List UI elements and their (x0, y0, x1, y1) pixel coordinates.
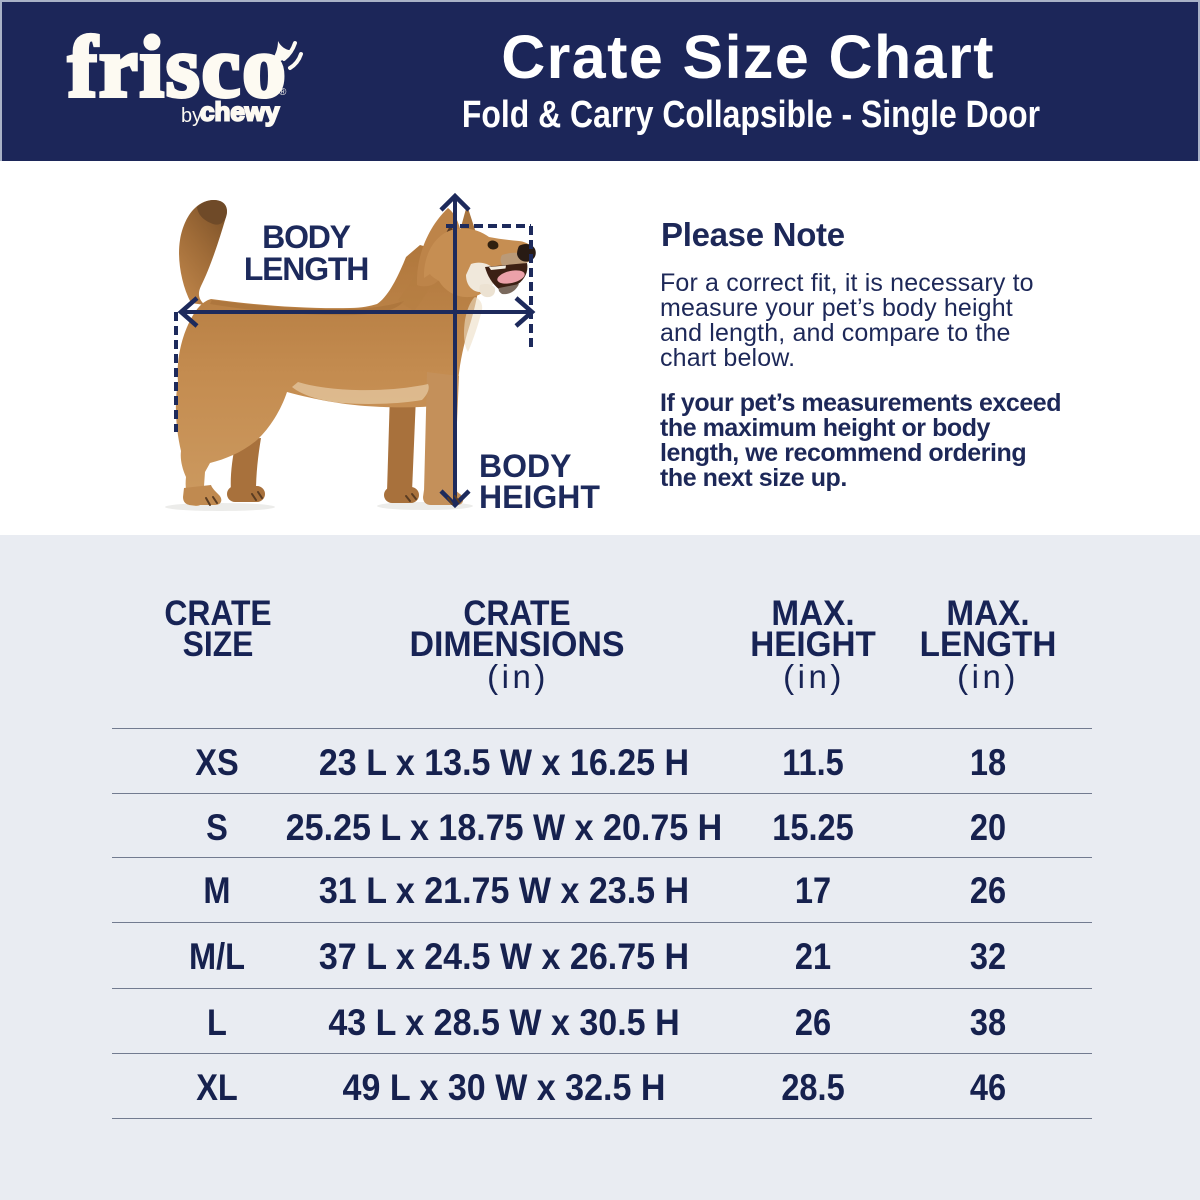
svg-text:®: ® (279, 87, 287, 98)
svg-text:by: by (181, 105, 202, 127)
svg-text:chewy: chewy (200, 97, 280, 127)
svg-text:frisco: frisco (68, 18, 288, 115)
